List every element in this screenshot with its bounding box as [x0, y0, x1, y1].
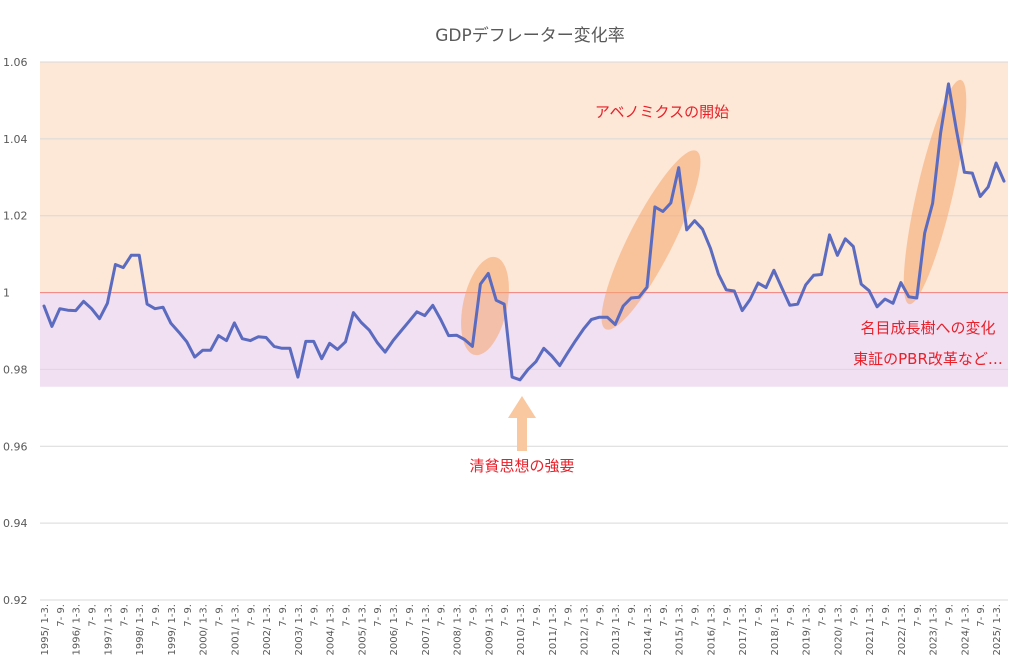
annotation-abenomics: アベノミクスの開始 — [595, 103, 729, 121]
x-tick-label: 2016/ 1-3. — [706, 604, 717, 656]
x-tick-label: 7- 9. — [976, 604, 987, 627]
x-tick-label: 7- 9. — [786, 604, 797, 627]
x-tick-label: 2007/ 1-3. — [421, 604, 432, 656]
x-tick-label: 1997/ 1-3. — [103, 604, 114, 656]
x-tick-label: 2010/ 1-3. — [516, 604, 527, 656]
x-tick-label: 7- 9. — [341, 604, 352, 627]
x-tick-label: 1995/ 1-3. — [40, 604, 51, 656]
x-tick-label: 2004/ 1-3. — [326, 604, 337, 656]
x-tick-label: 2003/ 1-3. — [294, 604, 305, 656]
x-tick-label: 7- 9. — [564, 604, 575, 627]
y-axis-ticks: 0.92 0.94 0.96 0.98 1 1.02 1.04 1.06 — [3, 56, 28, 607]
x-tick-label: 2005/ 1-3. — [357, 604, 368, 656]
x-tick-label: 7- 9. — [595, 604, 606, 627]
x-tick-label: 7- 9. — [119, 604, 130, 627]
series-line — [42, 82, 1006, 382]
x-tick-label: 7- 9. — [468, 604, 479, 627]
x-tick-label: 7- 9. — [754, 604, 765, 627]
x-tick-label: 7- 9. — [691, 604, 702, 627]
y-tick-label: 0.94 — [3, 517, 28, 530]
x-tick-label: 7- 9. — [278, 604, 289, 627]
upper-band — [40, 62, 1008, 293]
x-tick-label: 2006/ 1-3. — [389, 604, 400, 656]
x-tick-label: 2014/ 1-3. — [643, 604, 654, 656]
annotation-nominal-growth: 名目成長樹への変化 — [860, 319, 995, 337]
x-tick-label: 7- 9. — [151, 604, 162, 627]
y-tick-label: 1.02 — [3, 210, 28, 223]
x-tick-label: 7- 9. — [849, 604, 860, 627]
x-tick-label: 7- 9. — [500, 604, 511, 627]
x-tick-label: 1999/ 1-3. — [167, 604, 178, 656]
x-tick-label: 7- 9. — [818, 604, 829, 627]
x-tick-label: 2022/ 1-3. — [897, 604, 908, 656]
y-tick-label: 0.92 — [3, 594, 28, 607]
y-tick-label: 0.96 — [3, 440, 28, 453]
x-tick-label: 7- 9. — [913, 604, 924, 627]
x-tick-label: 2019/ 1-3. — [802, 604, 813, 656]
x-tick-label: 2015/ 1-3. — [675, 604, 686, 656]
x-tick-label: 7- 9. — [246, 604, 257, 627]
x-tick-label: 2013/ 1-3. — [611, 604, 622, 656]
x-tick-label: 1996/ 1-3. — [72, 604, 83, 656]
x-axis-ticks: 1995/ 1-3. 7- 9. 1996/ 1-3. 7- 9. 1997/ 1-3.… — [40, 604, 1003, 656]
annotation-deflation-mindset: 清貧思想の強要 — [469, 457, 574, 475]
x-tick-label: 7- 9. — [627, 604, 638, 627]
x-tick-label: 2023/ 1-3. — [929, 604, 940, 656]
x-tick-label: 7- 9. — [373, 604, 384, 627]
x-tick-label: 2025/ 1-3. — [992, 604, 1003, 656]
x-tick-label: 2011/ 1-3. — [548, 604, 559, 656]
y-tick-label: 1 — [3, 287, 10, 300]
x-tick-label: 7- 9. — [215, 604, 226, 627]
y-tick-label: 1.06 — [3, 56, 28, 69]
x-tick-label: 2018/ 1-3. — [770, 604, 781, 656]
x-tick-label: 2009/ 1-3. — [484, 604, 495, 656]
x-tick-label: 2021/ 1-3. — [865, 604, 876, 656]
x-tick-label: 7- 9. — [722, 604, 733, 627]
y-tick-label: 1.04 — [3, 133, 28, 146]
lower-band — [40, 292, 1008, 387]
x-tick-label: 2024/ 1-3. — [960, 604, 971, 656]
chart-title: GDPデフレーター変化率 — [435, 25, 625, 46]
x-tick-label: 2012/ 1-3. — [580, 604, 591, 656]
x-tick-label: 7- 9. — [944, 604, 955, 627]
x-tick-label: 2008/ 1-3. — [453, 604, 464, 656]
arrow-shape — [508, 396, 536, 451]
x-tick-label: 2001/ 1-3. — [230, 604, 241, 656]
up-arrow-annotation — [508, 396, 536, 451]
x-tick-label: 2000/ 1-3. — [199, 604, 210, 656]
x-tick-label: 7- 9. — [881, 604, 892, 627]
x-tick-label: 2020/ 1-3. — [833, 604, 844, 656]
x-tick-label: 7- 9. — [56, 604, 67, 627]
x-tick-label: 2002/ 1-3. — [262, 604, 273, 656]
x-tick-label: 7- 9. — [88, 604, 99, 627]
x-tick-label: 7- 9. — [310, 604, 321, 627]
x-tick-label: 1998/ 1-3. — [135, 604, 146, 656]
x-tick-label: 7- 9. — [183, 604, 194, 627]
x-tick-label: 7- 9. — [405, 604, 416, 627]
x-tick-label: 7- 9. — [659, 604, 670, 627]
annotation-tse-pbr: 東証のPBR改革など… — [853, 350, 1003, 368]
x-tick-label: 7- 9. — [437, 604, 448, 627]
background-bands — [40, 62, 1008, 387]
x-tick-label: 2017/ 1-3. — [738, 604, 749, 656]
x-tick-label: 7- 9. — [532, 604, 543, 627]
y-tick-label: 0.98 — [3, 363, 28, 376]
